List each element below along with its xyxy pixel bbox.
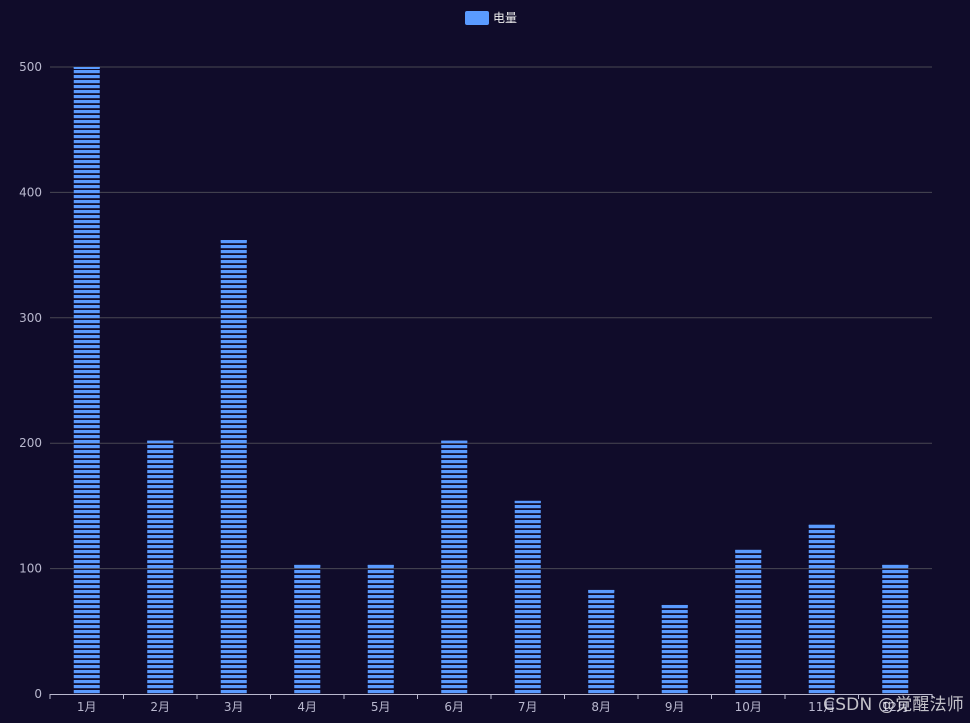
bar[interactable] [73, 67, 100, 694]
bar-top [73, 67, 100, 69]
bar[interactable] [514, 500, 541, 694]
y-tick-label: 200 [19, 436, 42, 450]
bar[interactable] [808, 524, 835, 694]
bar-top [514, 500, 541, 503]
bar[interactable] [147, 440, 174, 694]
y-tick-label: 400 [19, 185, 42, 199]
legend-label[interactable]: 电量 [493, 11, 517, 25]
watermark-text: CSDN @觉醒法师 [823, 695, 964, 715]
bar-top [294, 564, 321, 567]
y-tick-label: 500 [19, 60, 42, 74]
x-tick-label: 7月 [518, 700, 538, 714]
legend-swatch[interactable] [465, 11, 489, 25]
x-tick-label: 4月 [297, 700, 317, 714]
bar[interactable] [441, 440, 468, 694]
bars [73, 67, 909, 694]
bar[interactable] [294, 564, 321, 694]
bar[interactable] [882, 564, 909, 694]
x-tick-label: 12月 [882, 700, 909, 714]
bar[interactable] [588, 589, 615, 694]
bar-top [808, 524, 835, 527]
bar-top [882, 564, 909, 567]
bar[interactable] [661, 604, 688, 694]
x-tick-label: 10月 [735, 700, 762, 714]
bar-top [735, 549, 762, 552]
x-tick-label: 3月 [224, 700, 244, 714]
bar-top [441, 440, 468, 443]
x-tick-label: 9月 [665, 700, 685, 714]
y-tick-label: 100 [19, 562, 42, 576]
bar-top [220, 240, 247, 243]
bar[interactable] [220, 240, 247, 694]
bar-top [661, 604, 688, 607]
axes: 0 100 200 300 400 500 1月 2月 3月 4月 5月 6月 7月 8月 9月 10月 11月… [19, 60, 933, 714]
y-tick-label: 0 [34, 687, 42, 701]
x-tick-label: 8月 [591, 700, 611, 714]
bar[interactable] [367, 564, 394, 694]
bar-top [147, 440, 174, 443]
y-tick-label: 300 [19, 311, 42, 325]
x-tick-label: 2月 [150, 700, 170, 714]
gridlines [50, 66, 932, 570]
x-tick-label: 6月 [444, 700, 464, 714]
x-tick-label: 1月 [77, 700, 97, 714]
x-tick-label: 11月 [808, 700, 835, 714]
bar-top [588, 589, 615, 592]
bar-top [367, 564, 394, 567]
x-tick-label: 5月 [371, 700, 391, 714]
bar[interactable] [735, 549, 762, 694]
legend[interactable]: 电量 [465, 11, 517, 25]
